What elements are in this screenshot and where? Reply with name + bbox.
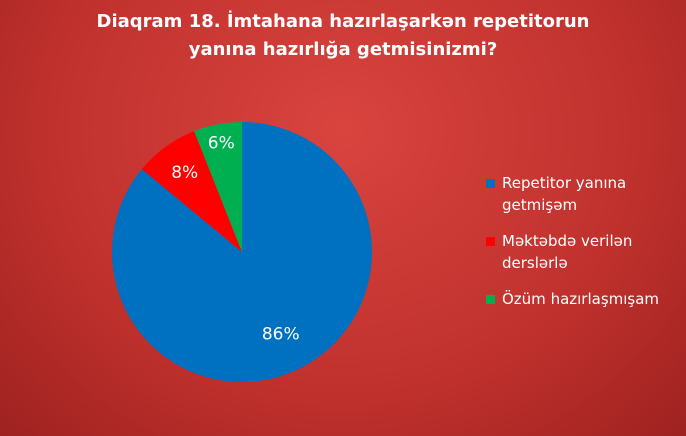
data-label: 86% <box>262 324 300 344</box>
legend: Repetitor yanına getmişəm Məktəbdə verilə… <box>486 172 676 324</box>
data-label: 8% <box>171 163 198 183</box>
pie-slice <box>141 131 242 252</box>
legend-swatch <box>486 295 495 304</box>
legend-label: Özüm hazırlaşmışam <box>502 290 660 308</box>
chart-title: Diaqram 18. İmtahana hazırlaşarkən repet… <box>96 11 590 60</box>
legend-label: Repetitor yanına getmişəm <box>502 174 627 214</box>
legend-item: Özüm hazırlaşmışam <box>486 288 676 310</box>
legend-label: Məktəbdə verilən derslərlə <box>502 232 633 272</box>
legend-swatch <box>486 179 495 188</box>
data-label: 6% <box>208 133 235 153</box>
legend-item: Məktəbdə verilən derslərlə <box>486 230 676 274</box>
legend-item: Repetitor yanına getmişəm <box>486 172 676 216</box>
pie-slice <box>194 122 242 252</box>
legend-swatch <box>486 237 495 246</box>
